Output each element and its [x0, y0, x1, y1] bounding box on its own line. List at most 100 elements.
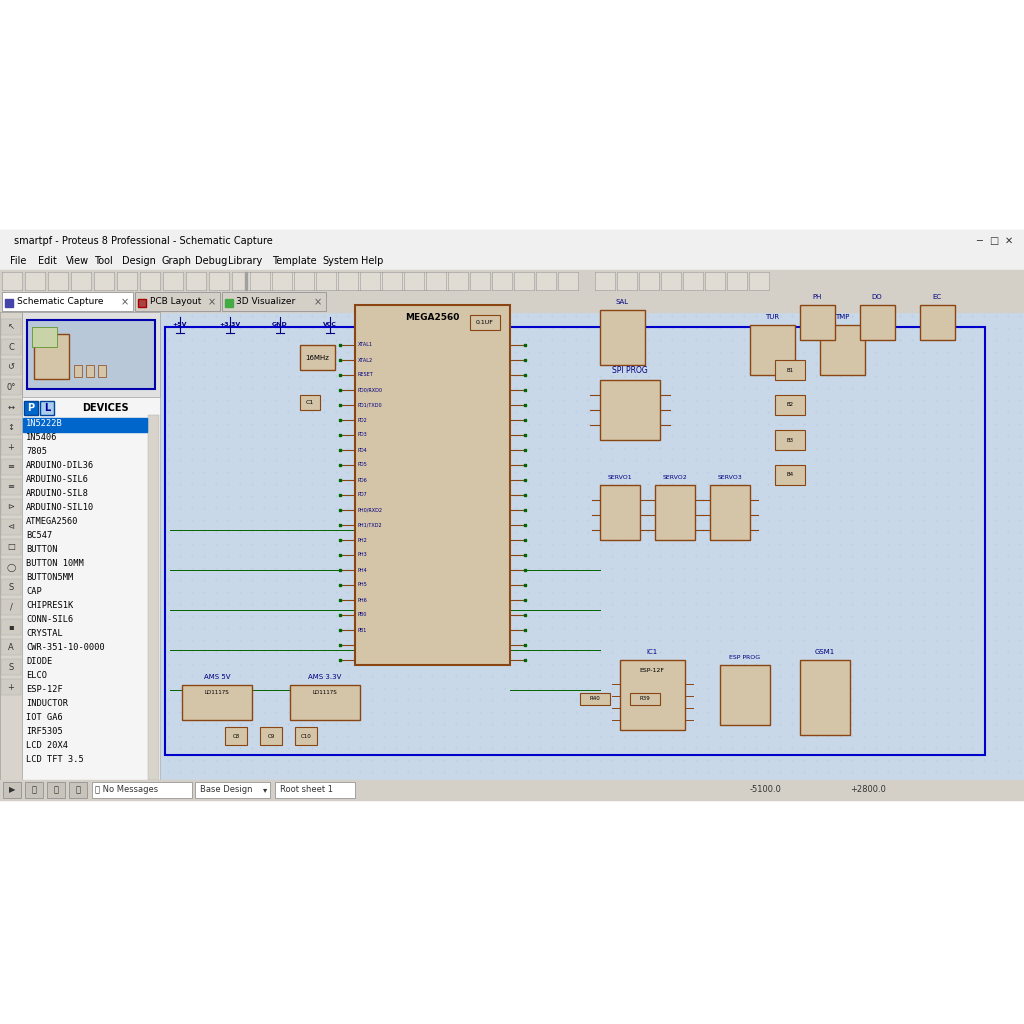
Text: BUTTON: BUTTON: [26, 546, 57, 555]
Text: PH1/TXD2: PH1/TXD2: [358, 522, 383, 527]
Text: ⊳: ⊳: [7, 503, 14, 512]
Bar: [371, 273, 389, 289]
Bar: [537, 273, 555, 289]
Bar: [3, 782, 22, 798]
Text: R40: R40: [590, 696, 600, 701]
Text: ATMEGA2560: ATMEGA2560: [26, 517, 79, 526]
Text: GSM1: GSM1: [815, 649, 836, 655]
Bar: [339, 273, 357, 289]
Bar: [705, 272, 725, 290]
Bar: [710, 485, 750, 540]
Bar: [232, 272, 252, 290]
Text: LCD TFT 3.5: LCD TFT 3.5: [26, 756, 84, 765]
Bar: [1, 559, 22, 575]
Bar: [72, 273, 90, 289]
Bar: [493, 273, 511, 289]
Bar: [86, 365, 94, 377]
Text: 16MHz: 16MHz: [305, 355, 329, 361]
Text: Base Design: Base Design: [200, 785, 253, 795]
Bar: [449, 272, 468, 290]
Text: BC547: BC547: [26, 531, 52, 541]
Text: SAL: SAL: [615, 299, 629, 305]
Text: P: P: [28, 403, 35, 413]
Text: GND: GND: [272, 323, 288, 328]
Text: IOT GA6: IOT GA6: [26, 714, 62, 723]
Text: PD2: PD2: [358, 418, 368, 423]
Bar: [279, 273, 297, 289]
Text: PCB Layout: PCB Layout: [150, 298, 201, 306]
Bar: [361, 273, 379, 289]
Text: PH2: PH2: [358, 538, 368, 543]
Bar: [775, 465, 805, 485]
Text: PD3: PD3: [358, 432, 368, 437]
Text: PD6: PD6: [358, 477, 368, 482]
Bar: [140, 272, 160, 290]
Text: ELCO: ELCO: [26, 672, 47, 681]
Bar: [2, 272, 22, 290]
Bar: [750, 325, 795, 375]
Text: View: View: [66, 256, 89, 266]
Text: SPI PROG: SPI PROG: [612, 366, 648, 375]
Bar: [860, 305, 895, 340]
Bar: [221, 292, 326, 311]
Bar: [34, 334, 69, 379]
Bar: [775, 360, 805, 380]
Bar: [1, 399, 22, 415]
Text: ESP-12F: ESP-12F: [640, 668, 665, 673]
Text: ×: ×: [121, 297, 129, 307]
Text: PH6: PH6: [358, 597, 368, 602]
Bar: [300, 395, 319, 410]
Bar: [94, 272, 114, 290]
Bar: [0, 270, 1024, 292]
Text: ⏹: ⏹: [76, 785, 81, 795]
Bar: [118, 273, 136, 289]
Bar: [1, 439, 22, 455]
Text: ×: ×: [314, 297, 323, 307]
Bar: [706, 273, 724, 289]
Text: PH5: PH5: [358, 583, 368, 588]
Text: L: L: [44, 403, 50, 413]
Text: □: □: [7, 543, 15, 552]
Bar: [620, 660, 685, 730]
Text: ⏸: ⏸: [53, 785, 58, 795]
Bar: [470, 315, 500, 330]
Bar: [470, 272, 490, 290]
Bar: [427, 273, 445, 289]
Text: PD0/RXD0: PD0/RXD0: [358, 387, 383, 392]
Bar: [370, 272, 390, 290]
Text: ≡: ≡: [7, 463, 14, 471]
Text: XTAL2: XTAL2: [358, 357, 373, 362]
Bar: [1, 499, 22, 515]
Bar: [0, 252, 1024, 270]
Bar: [25, 782, 43, 798]
Text: B4: B4: [786, 472, 794, 477]
Text: -5100.0: -5100.0: [750, 785, 782, 795]
Bar: [74, 365, 82, 377]
Text: 0°: 0°: [6, 383, 15, 391]
Bar: [750, 273, 768, 289]
Text: C10: C10: [301, 733, 311, 738]
Text: LD1117S: LD1117S: [312, 690, 337, 695]
Bar: [0, 230, 1024, 252]
Bar: [32, 327, 57, 347]
Text: File: File: [10, 256, 27, 266]
Text: C8: C8: [232, 733, 240, 738]
Bar: [69, 782, 87, 798]
Text: PB0: PB0: [358, 612, 368, 617]
Bar: [404, 272, 424, 290]
Bar: [26, 273, 44, 289]
Bar: [95, 273, 113, 289]
Bar: [382, 272, 402, 290]
Bar: [347, 272, 367, 290]
Text: PD4: PD4: [358, 447, 368, 453]
Text: DIODE: DIODE: [26, 657, 52, 667]
Text: Edit: Edit: [38, 256, 57, 266]
Bar: [294, 272, 314, 290]
Bar: [5, 299, 13, 307]
Bar: [260, 727, 282, 745]
Bar: [295, 727, 317, 745]
Text: Tool: Tool: [94, 256, 113, 266]
Bar: [302, 273, 319, 289]
Bar: [71, 272, 91, 290]
Bar: [536, 272, 556, 290]
